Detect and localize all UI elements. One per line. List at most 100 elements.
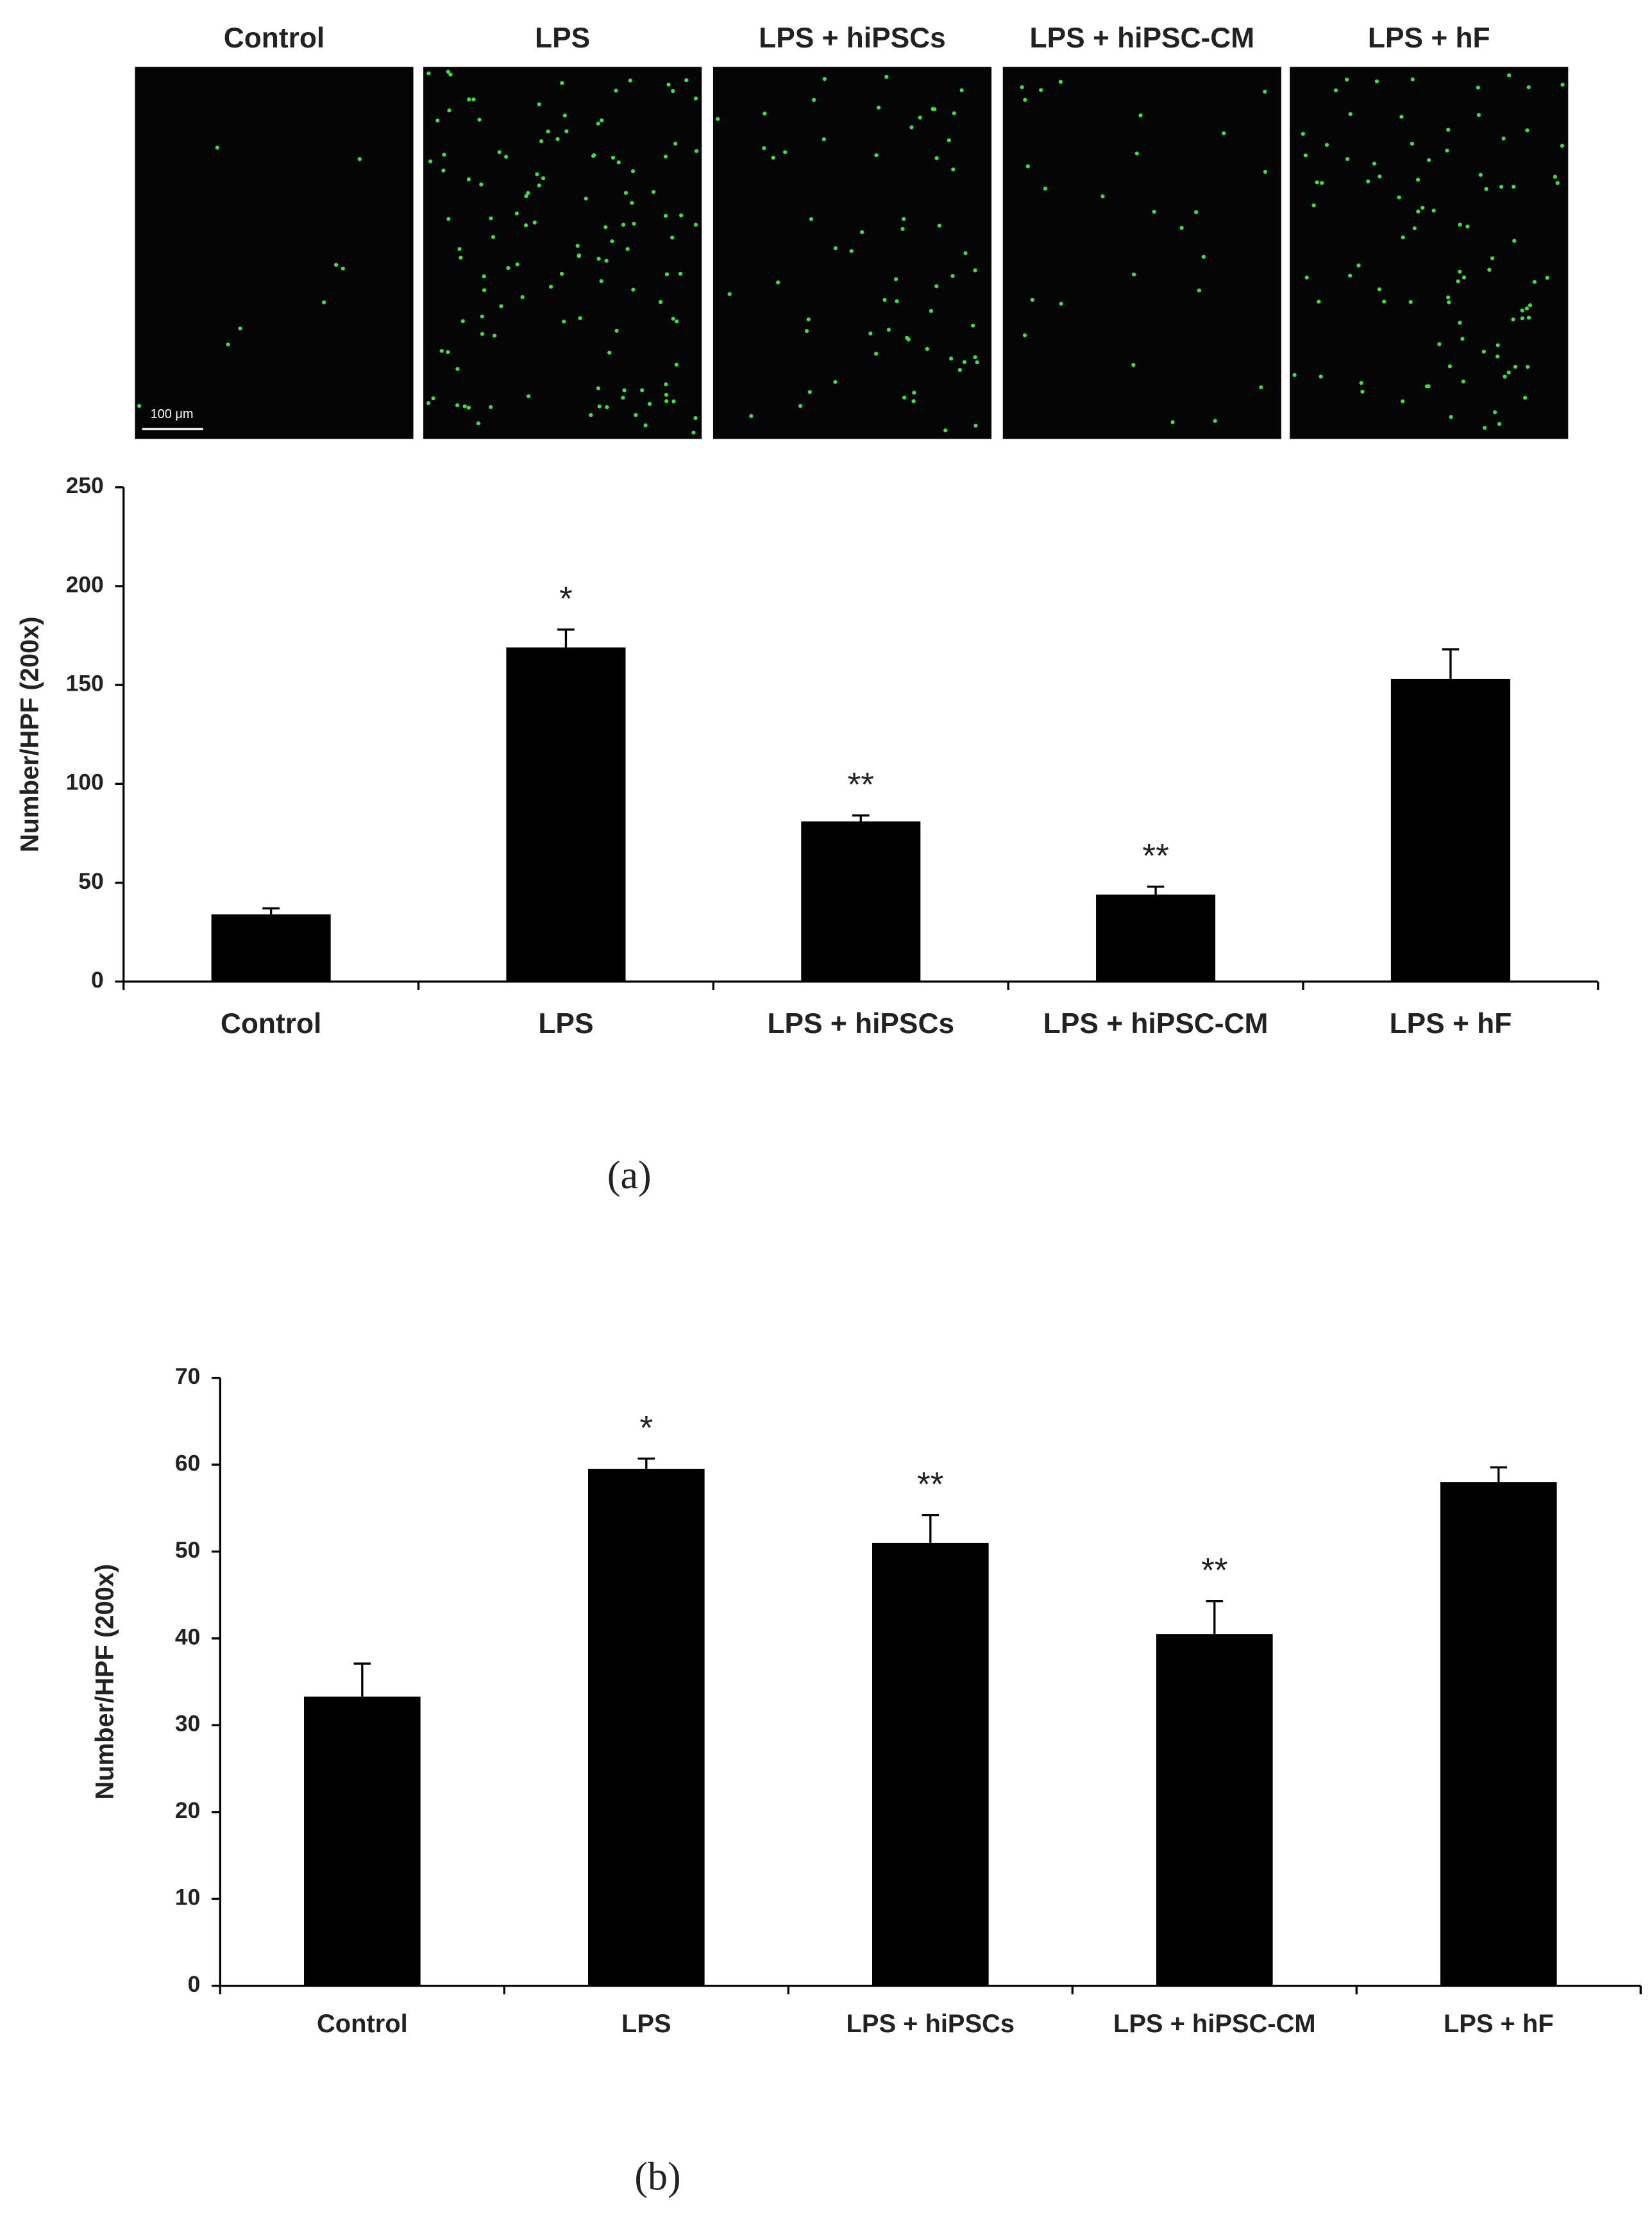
cell-dot bbox=[455, 403, 460, 408]
caption: (a) bbox=[607, 1154, 652, 1197]
cell-dot bbox=[431, 396, 435, 401]
cell-dot bbox=[1482, 425, 1487, 430]
cell-dot bbox=[477, 117, 482, 122]
x-tick-label: LPS + hiPSCs bbox=[847, 2010, 1015, 2038]
cell-dot bbox=[537, 183, 541, 188]
cell-dot bbox=[776, 280, 780, 285]
cell-dot bbox=[625, 247, 630, 251]
cell-dot bbox=[1197, 288, 1201, 293]
cell-dot bbox=[1447, 364, 1452, 369]
cell-dot bbox=[1412, 226, 1417, 231]
cell-dot bbox=[1301, 131, 1305, 136]
cell-dot bbox=[822, 137, 826, 142]
cell-dot bbox=[1025, 164, 1030, 169]
y-tick-label: 50 bbox=[175, 1537, 200, 1563]
cell-dot bbox=[684, 78, 689, 83]
cell-dot bbox=[1374, 79, 1379, 84]
cell-dot bbox=[631, 287, 636, 292]
cell-dot bbox=[1496, 343, 1500, 348]
scale-bar-label: 100 μm bbox=[151, 407, 194, 421]
bar bbox=[872, 1542, 989, 1986]
cell-dot bbox=[215, 146, 219, 150]
cell-dot bbox=[589, 413, 593, 417]
cell-dot bbox=[749, 414, 754, 418]
cell-dot bbox=[1259, 385, 1263, 390]
cell-dot bbox=[448, 72, 453, 77]
cell-dot bbox=[333, 262, 339, 267]
cell-dot bbox=[1523, 396, 1528, 400]
cell-dot bbox=[539, 139, 544, 144]
cell-dot bbox=[1382, 299, 1386, 304]
cell-dot bbox=[1490, 256, 1495, 260]
cell-dot bbox=[596, 386, 600, 391]
cell-dot bbox=[671, 399, 676, 404]
cell-dot bbox=[932, 107, 937, 112]
cell-dot bbox=[1520, 308, 1524, 313]
error-bar bbox=[557, 628, 575, 648]
cell-dot bbox=[1458, 269, 1462, 274]
cell-dot bbox=[455, 367, 460, 371]
cell-dot bbox=[1427, 158, 1431, 162]
cell-dot bbox=[515, 262, 519, 267]
cell-dot bbox=[1513, 364, 1517, 369]
cell-dot bbox=[1461, 379, 1465, 383]
cell-dot bbox=[859, 230, 864, 235]
cell-dot bbox=[622, 388, 627, 392]
cell-dot bbox=[664, 272, 670, 276]
cell-dot bbox=[467, 97, 471, 102]
cell-dot bbox=[1410, 141, 1415, 146]
significance-mark: ** bbox=[848, 766, 874, 804]
cell-dot bbox=[973, 355, 977, 360]
y-tick-label: 0 bbox=[91, 967, 104, 993]
cell-dot bbox=[1132, 272, 1136, 277]
cell-dot bbox=[727, 292, 732, 296]
cell-dot bbox=[1525, 128, 1530, 133]
cell-dot bbox=[1458, 223, 1462, 227]
cell-dot bbox=[596, 257, 601, 261]
cell-dot bbox=[673, 141, 678, 146]
cell-dot bbox=[902, 217, 906, 221]
cell-dot bbox=[905, 335, 909, 340]
error-bar bbox=[1147, 885, 1165, 895]
y-tick-label: 250 bbox=[66, 473, 104, 498]
cell-dot bbox=[1445, 148, 1449, 153]
micrograph bbox=[1290, 67, 1569, 439]
cell-dot bbox=[446, 350, 450, 355]
cell-dot bbox=[1555, 181, 1560, 185]
cell-dot bbox=[441, 168, 446, 173]
cell-dot bbox=[1524, 306, 1530, 311]
y-tick-label: 30 bbox=[175, 1711, 200, 1737]
cell-dot bbox=[716, 117, 720, 121]
cell-dot bbox=[459, 255, 463, 260]
cell-dot bbox=[611, 155, 616, 160]
cell-dot bbox=[616, 160, 621, 165]
cell-dot bbox=[446, 217, 451, 221]
caption: (b) bbox=[634, 2155, 680, 2198]
significance-mark: * bbox=[559, 580, 573, 618]
cell-dot bbox=[771, 155, 775, 160]
y-tick-label: 40 bbox=[175, 1624, 200, 1649]
cell-dot bbox=[1399, 114, 1404, 119]
x-tick-label: LPS + hF bbox=[1390, 1008, 1512, 1039]
error-bar bbox=[637, 1457, 655, 1469]
error-bar bbox=[922, 1513, 940, 1543]
cell-dot bbox=[1424, 384, 1429, 389]
cell-dot bbox=[763, 112, 767, 116]
cell-dot bbox=[918, 115, 922, 120]
cell-dot bbox=[1303, 153, 1308, 158]
cell-dot bbox=[1401, 235, 1405, 240]
cell-dot bbox=[489, 405, 493, 409]
cell-dot bbox=[524, 194, 528, 199]
cell-dot bbox=[1512, 185, 1516, 189]
cell-dot bbox=[1138, 113, 1143, 118]
cell-dot bbox=[577, 253, 582, 258]
error-bar bbox=[1206, 1600, 1224, 1635]
cell-dot bbox=[1356, 263, 1361, 268]
cell-dot bbox=[514, 211, 519, 215]
significance-mark: ** bbox=[1201, 1551, 1227, 1589]
cell-dot bbox=[873, 351, 879, 356]
cell-dot bbox=[1360, 389, 1365, 394]
cell-dot bbox=[670, 235, 675, 240]
cell-dot bbox=[1359, 381, 1363, 385]
